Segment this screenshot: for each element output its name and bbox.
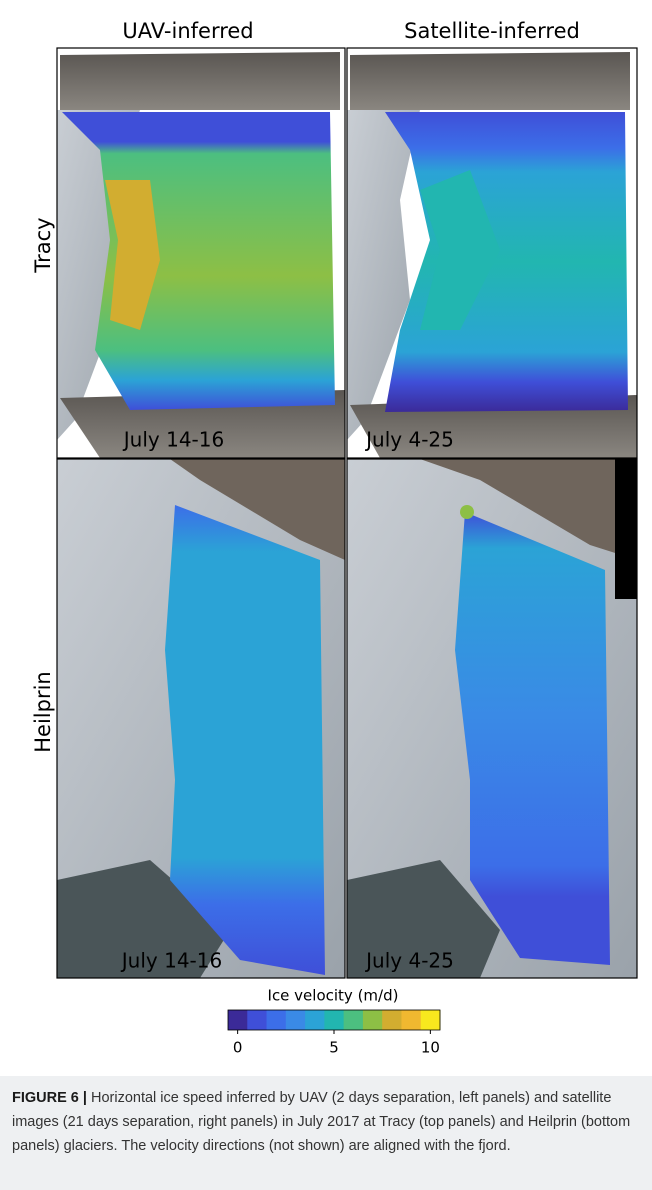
colorbar-swatch xyxy=(267,1010,287,1030)
colorbar-swatch xyxy=(363,1010,383,1030)
colorbar-swatch xyxy=(305,1010,325,1030)
panel-date: July 14-16 xyxy=(120,949,222,973)
colorbar-swatch xyxy=(324,1010,344,1030)
colorbar-tick-label: 5 xyxy=(329,1039,339,1057)
panel-date: July 4-25 xyxy=(364,428,454,452)
colorbar-tick-label: 10 xyxy=(421,1039,440,1057)
row-label: Heilprin xyxy=(31,671,55,753)
panel-heilprin-satellite xyxy=(347,459,637,978)
colorbar-swatch xyxy=(344,1010,364,1030)
panel-tracy-satellite xyxy=(347,48,637,458)
caption: FIGURE 6 | Horizontal ice speed inferred… xyxy=(0,1076,652,1190)
colorbar-swatch xyxy=(286,1010,306,1030)
row-label: Tracy xyxy=(31,217,55,273)
colorbar-swatch xyxy=(382,1010,402,1030)
page: UAV-inferred Satellite-inferred Tracy He… xyxy=(0,0,652,1190)
figure: UAV-inferred Satellite-inferred Tracy He… xyxy=(0,0,652,1070)
caption-text: Horizontal ice speed inferred by UAV (2 … xyxy=(12,1090,630,1154)
panel-date: July 14-16 xyxy=(122,428,224,452)
column-title: UAV-inferred xyxy=(122,19,253,43)
colorbar-swatch xyxy=(401,1010,421,1030)
panel-heilprin-uav xyxy=(57,459,345,978)
panel-date: July 4-25 xyxy=(364,949,454,973)
colorbar-label: Ice velocity (m/d) xyxy=(268,987,399,1005)
column-title: Satellite-inferred xyxy=(404,19,580,43)
caption-label: FIGURE 6 | xyxy=(12,1090,87,1106)
colorbar-swatch xyxy=(421,1010,441,1030)
colorbar-tick-label: 0 xyxy=(233,1039,243,1057)
colorbar: 0 5 10 xyxy=(228,1010,441,1057)
colorbar-swatch xyxy=(247,1010,267,1030)
panel-tracy-uav xyxy=(57,48,345,458)
colorbar-swatch xyxy=(228,1010,248,1030)
